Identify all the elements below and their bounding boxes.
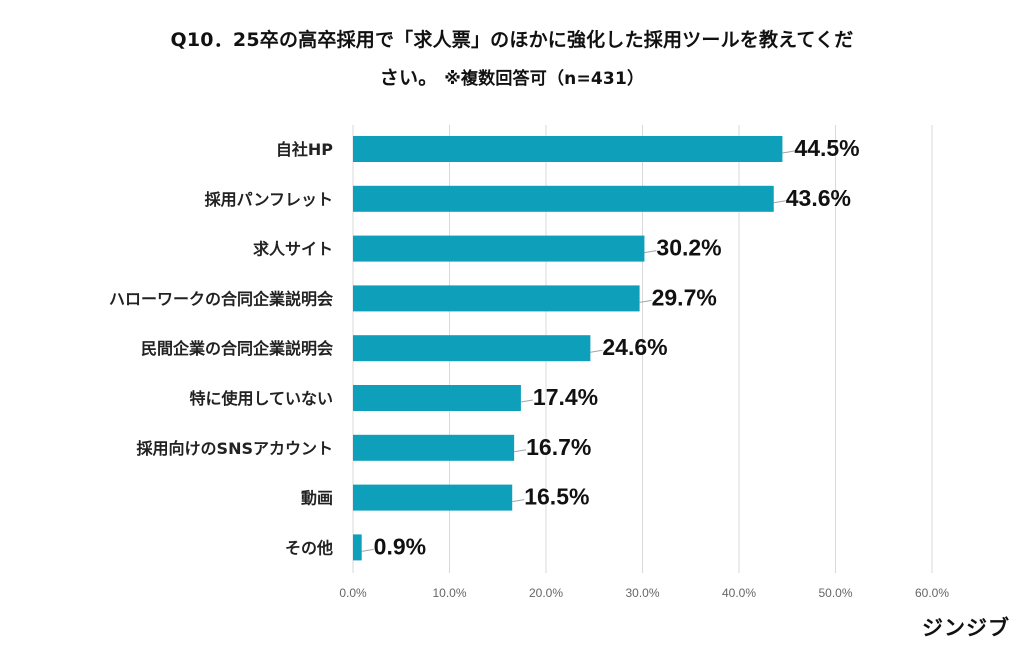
bar-3 (353, 285, 640, 312)
value-label-4: 24.6% (602, 334, 667, 360)
bar-4 (353, 335, 591, 362)
category-label-6: 採用向けのSNSアカウント (137, 439, 333, 458)
chart-title-main: さい。 (379, 67, 438, 89)
value-label-6: 16.7% (526, 434, 591, 460)
value-label-5: 17.4% (533, 384, 598, 410)
category-label-8: その他 (285, 538, 333, 557)
bar-0 (353, 136, 783, 162)
value-label-3: 29.7% (652, 284, 717, 310)
chart-title-note: ※複数回答可（n=431） (444, 69, 645, 89)
x-tick-label-2: 20.0% (529, 586, 563, 600)
x-tick-label-5: 50.0% (818, 586, 852, 600)
category-label-3: ハローワークの合同企業説明会 (109, 289, 333, 308)
category-label-5: 特に使用していない (189, 389, 333, 408)
chart-title-line-1: Q10．25卒の高卒採用で「求人票」のほかに強化した採用ツールを教えてくだ (170, 29, 854, 51)
value-label-2: 30.2% (656, 235, 721, 261)
bar-2 (353, 235, 645, 262)
category-label-4: 民間企業の合同企業説明会 (141, 339, 333, 358)
bars (353, 136, 795, 561)
leader-line-5 (520, 399, 533, 403)
category-label-7: 動画 (301, 489, 333, 508)
x-tick-label-3: 30.0% (625, 586, 659, 600)
category-label-1: 採用パンフレット (205, 190, 333, 209)
leader-line-2 (644, 250, 657, 254)
bar-7 (353, 484, 513, 511)
leader-line-7 (512, 499, 525, 503)
leader-line-1 (773, 200, 786, 204)
value-label-1: 43.6% (786, 185, 851, 211)
leader-line-6 (514, 449, 527, 453)
leader-line-4 (590, 349, 603, 353)
value-label-8: 0.9% (374, 533, 426, 559)
category-label-2: 求人サイト (253, 240, 333, 259)
labels: 0.0% 10.0% 20.0% 30.0% 40.0% 50.0% 60.0% 自社HP 44… (109, 135, 949, 600)
leader-line-8 (361, 548, 374, 552)
x-tick-label-0: 0.0% (339, 586, 367, 600)
bar-8 (353, 534, 362, 561)
bar-6 (353, 434, 515, 461)
bar-5 (353, 385, 521, 411)
x-tick-label-4: 40.0% (722, 586, 756, 600)
chart-title-line-2: さい。 ※複数回答可（n=431） (70, 66, 954, 91)
value-label-7: 16.5% (524, 484, 589, 510)
value-label-0: 44.5% (794, 135, 859, 161)
x-tick-label-1: 10.0% (432, 586, 466, 600)
category-label-0: 自社HP (276, 140, 333, 159)
leader-line-3 (639, 299, 652, 303)
bar-1 (353, 185, 774, 212)
x-tick-label-6: 60.0% (915, 586, 949, 600)
brand-logo: ジンジブ (922, 616, 1010, 640)
leader-line-0 (782, 150, 795, 154)
